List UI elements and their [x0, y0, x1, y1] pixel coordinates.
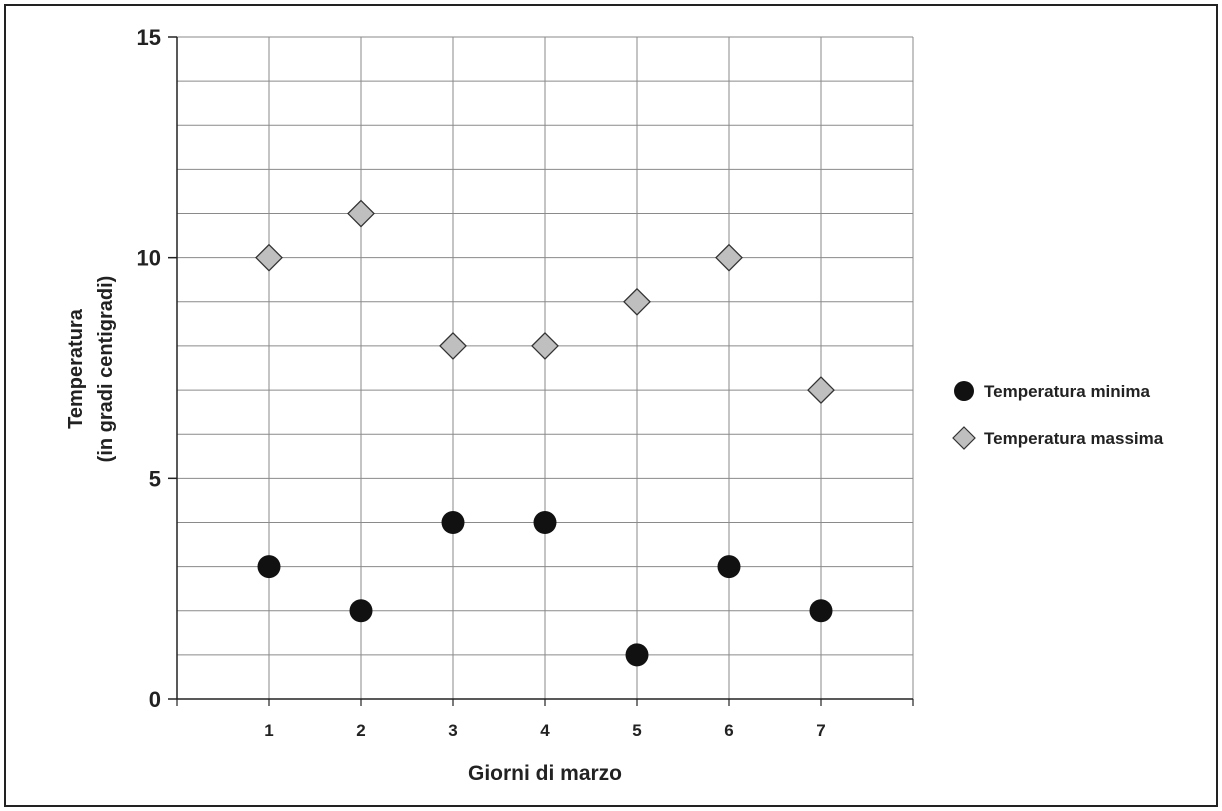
- point-max-temp: [531, 332, 559, 360]
- point-min-temp: [533, 510, 557, 534]
- point-max-temp: [439, 332, 467, 360]
- point-min-temp: [717, 555, 741, 579]
- chart-frame: [4, 4, 1218, 807]
- point-min-temp: [809, 599, 833, 623]
- y-tick-label: 10: [137, 246, 161, 271]
- legend-marker-massima: [952, 426, 976, 450]
- legend-label-massima: Temperatura massima: [984, 429, 1164, 448]
- point-min-temp: [349, 599, 373, 623]
- point-max-temp: [347, 199, 375, 228]
- x-axis-label: Giorni di marzo: [468, 762, 622, 785]
- axes: [168, 36, 914, 706]
- x-tick-label: 3: [448, 721, 457, 740]
- y-axis-label-line2: (in gradi centigradi): [95, 276, 117, 463]
- grid-lines: [177, 36, 914, 699]
- x-tick-label: 1: [264, 721, 273, 740]
- point-max-temp: [715, 243, 743, 272]
- y-axis-label: Temperatura (in gradi centigradi): [65, 276, 117, 463]
- point-min-temp: [441, 510, 465, 534]
- x-tick-label: 5: [632, 721, 641, 740]
- point-min-temp: [257, 555, 281, 579]
- point-max-temp: [255, 243, 283, 272]
- legend: Temperatura minima Temperatura massima: [952, 381, 1164, 450]
- legend-label-minima: Temperatura minima: [984, 382, 1151, 401]
- y-axis-label-line1: Temperatura: [65, 308, 87, 429]
- y-tick-label: 0: [149, 687, 161, 712]
- legend-marker-minima: [954, 381, 974, 401]
- x-tick-label: 7: [816, 721, 825, 740]
- x-tick-label: 6: [724, 721, 733, 740]
- data-points: [255, 199, 835, 667]
- y-tick-label: 15: [137, 25, 161, 50]
- point-min-temp: [625, 643, 649, 667]
- x-tick-label: 2: [356, 721, 365, 740]
- point-max-temp: [807, 376, 835, 404]
- point-max-temp: [623, 287, 651, 316]
- y-tick-labels: 0 5 10 15: [137, 25, 161, 712]
- y-tick-label: 5: [149, 466, 161, 491]
- x-tick-labels: 1 2 3 4 5 6 7: [264, 721, 825, 740]
- x-tick-label: 4: [540, 721, 550, 740]
